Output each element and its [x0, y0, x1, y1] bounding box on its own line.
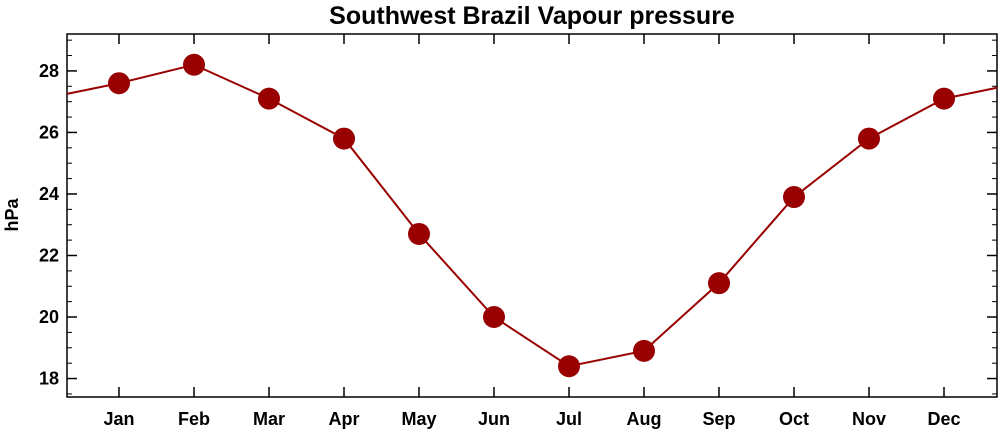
x-tick-label: Jun: [478, 409, 510, 429]
data-point-may: [408, 222, 430, 245]
x-tick-label: Apr: [329, 409, 360, 429]
chart-title: Southwest Brazil Vapour pressure: [329, 2, 735, 30]
y-tick-label: 28: [39, 61, 59, 81]
x-tick-label: Jan: [103, 409, 134, 429]
data-point-aug: [633, 339, 655, 362]
x-tick-label: Nov: [852, 409, 886, 429]
x-tick-label: Sep: [702, 409, 735, 429]
data-point-jun: [483, 306, 505, 329]
data-point-jul: [558, 355, 580, 378]
y-tick-label: 26: [39, 122, 59, 142]
data-point-jan: [108, 72, 130, 95]
data-point-sep: [708, 272, 730, 295]
x-axis: Jan Feb Mar Apr May Jun Jul Aug Sep Oct Nov Dec: [103, 34, 961, 429]
x-tick-label: Feb: [178, 409, 210, 429]
data-point-mar: [258, 87, 280, 110]
data-point-oct: [783, 186, 805, 209]
series-line: [118, 63, 945, 368]
x-tick-label: Aug: [627, 409, 662, 429]
y-axis-label: hPa: [2, 198, 22, 232]
y-tick-label: 22: [39, 245, 59, 265]
series-vapour-pressure: [66, 53, 998, 378]
y-tick-label: 18: [39, 369, 59, 389]
data-point-nov: [858, 127, 880, 150]
data-point-dec: [933, 87, 955, 110]
x-tick-label: Oct: [779, 409, 809, 429]
data-point-feb: [183, 53, 205, 76]
data-point-apr: [333, 127, 355, 150]
x-tick-label: Mar: [253, 409, 285, 429]
x-tick-label: Jul: [556, 409, 582, 429]
y-tick-label: 24: [39, 184, 59, 204]
y-tick-label: 20: [39, 307, 59, 327]
x-tick-label: Dec: [927, 409, 960, 429]
x-tick-label: May: [401, 409, 436, 429]
y-axis: 18 20 22 24 26 28: [39, 39, 997, 395]
plot-frame: [66, 33, 998, 398]
